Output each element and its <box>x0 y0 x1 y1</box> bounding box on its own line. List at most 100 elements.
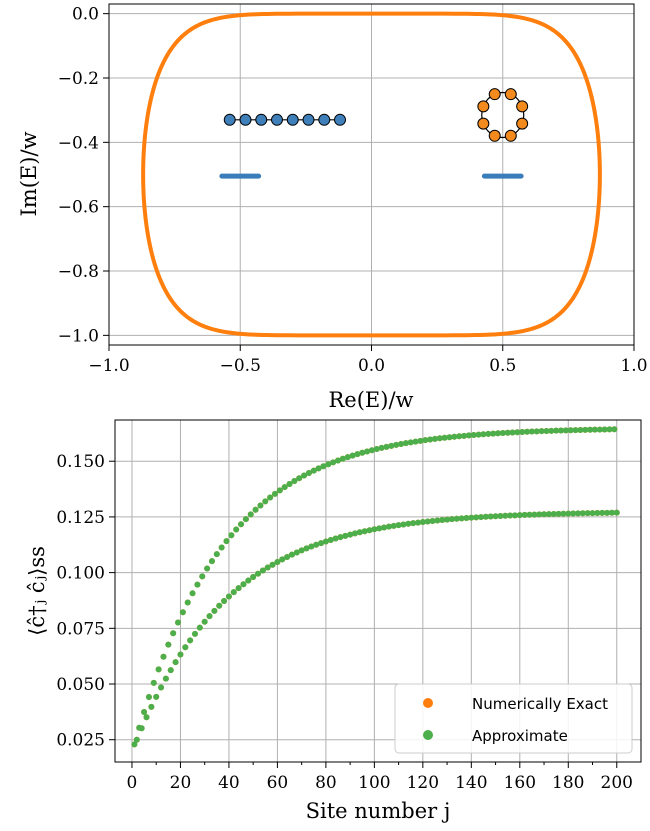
approx-point <box>165 641 172 648</box>
approx-point <box>356 529 363 536</box>
approx-point <box>441 434 448 441</box>
open-chain-node <box>223 113 236 126</box>
approx-point <box>252 506 259 513</box>
approx-point <box>582 426 589 433</box>
approx-point <box>558 427 565 434</box>
approx-point <box>507 512 514 519</box>
approx-point <box>250 574 257 581</box>
top-ytick-label: −0.8 <box>58 262 99 282</box>
approx-point <box>412 438 419 445</box>
approx-point <box>589 510 596 517</box>
approx-point <box>255 570 262 577</box>
bottom-marks <box>131 426 620 748</box>
approx-point <box>504 429 511 436</box>
approx-point <box>538 428 545 435</box>
approx-point <box>155 666 162 673</box>
approx-point <box>133 736 140 743</box>
approx-point <box>482 513 489 520</box>
approx-point <box>468 514 475 521</box>
approx-point <box>599 509 606 516</box>
approx-point <box>574 510 581 517</box>
ring-node <box>516 117 529 130</box>
approx-point <box>344 454 351 461</box>
approx-point <box>182 644 189 651</box>
approx-point <box>347 531 354 538</box>
bottom-xtick-label: 200 <box>601 773 633 793</box>
approx-point <box>492 513 499 520</box>
approx-point <box>446 434 453 441</box>
approx-point <box>376 525 383 532</box>
approx-point <box>543 427 550 434</box>
approx-point <box>531 511 538 518</box>
approx-point <box>378 444 385 451</box>
approx-point <box>533 428 540 435</box>
approx-point <box>436 435 443 442</box>
approx-point <box>545 511 552 518</box>
approx-point <box>216 602 223 609</box>
approx-point <box>417 437 424 444</box>
approx-point <box>511 512 518 519</box>
top-ytick-label: −0.2 <box>58 69 99 89</box>
approx-point <box>204 565 211 572</box>
open-chain-node <box>255 113 268 126</box>
top-ytick-label: −0.4 <box>58 133 99 153</box>
approx-point <box>322 538 329 545</box>
top-ytick-label: −0.6 <box>58 198 99 218</box>
approx-point <box>153 693 160 700</box>
bottom-xtick-label: 0 <box>127 773 138 793</box>
approx-point <box>359 449 366 456</box>
approx-point <box>230 589 237 596</box>
approx-point <box>325 461 332 468</box>
approx-point <box>514 429 521 436</box>
approx-point <box>366 527 373 534</box>
bottom-ticks: 0 20 40 60 80 100 120 140 160 180 200 0.025 0.050 0.0… <box>56 452 633 793</box>
approx-point <box>395 522 402 529</box>
approx-point <box>194 581 201 588</box>
approx-point <box>281 484 288 491</box>
legend-label-exact: Numerically Exact <box>472 695 608 713</box>
approx-point <box>516 512 523 519</box>
approx-point <box>245 577 252 584</box>
bottom-ytick-label: 0.150 <box>56 452 105 472</box>
bottom-xtick-label: 160 <box>504 773 536 793</box>
approx-point <box>279 556 286 563</box>
approx-point <box>327 536 334 543</box>
bottom-xlabel: Site number j <box>306 799 451 823</box>
ring-node <box>488 129 501 142</box>
top-ylabel: Im(E)/w <box>17 131 41 216</box>
approx-point <box>526 511 533 518</box>
approx-point <box>594 509 601 516</box>
approx-point <box>601 426 608 433</box>
open-chain-node <box>334 113 346 126</box>
approx-point <box>390 522 397 529</box>
approx-point <box>288 551 295 558</box>
bottom-ylabel: ⟨ĉ†ⱼ ĉⱼ⟩ss <box>25 546 49 636</box>
approx-point <box>196 624 203 631</box>
approx-point <box>240 581 247 588</box>
bottom-xtick-label: 80 <box>315 773 337 793</box>
ring-node <box>504 88 517 101</box>
approx-point <box>310 467 317 474</box>
approx-point <box>284 553 291 560</box>
ring-node <box>516 100 529 113</box>
approx-point <box>138 725 145 732</box>
approx-point <box>473 514 480 521</box>
approx-point <box>218 544 225 551</box>
approx-point <box>267 494 274 501</box>
bottom-ytick-label: 0.100 <box>56 564 105 584</box>
approx-point <box>221 598 228 605</box>
approx-point <box>337 534 344 541</box>
bottom-xtick-label: 60 <box>267 773 289 793</box>
approx-point <box>485 430 492 437</box>
approx-point <box>172 659 179 666</box>
approx-point <box>584 510 591 517</box>
approx-point <box>570 510 577 517</box>
bottom-xtick-label: 20 <box>170 773 192 793</box>
approx-point <box>427 436 434 443</box>
approx-point <box>424 518 431 525</box>
approx-point <box>247 511 254 518</box>
approx-point <box>191 630 198 637</box>
approx-point <box>354 451 361 458</box>
open-chain-node <box>286 113 299 126</box>
open-chain-node <box>271 113 283 126</box>
